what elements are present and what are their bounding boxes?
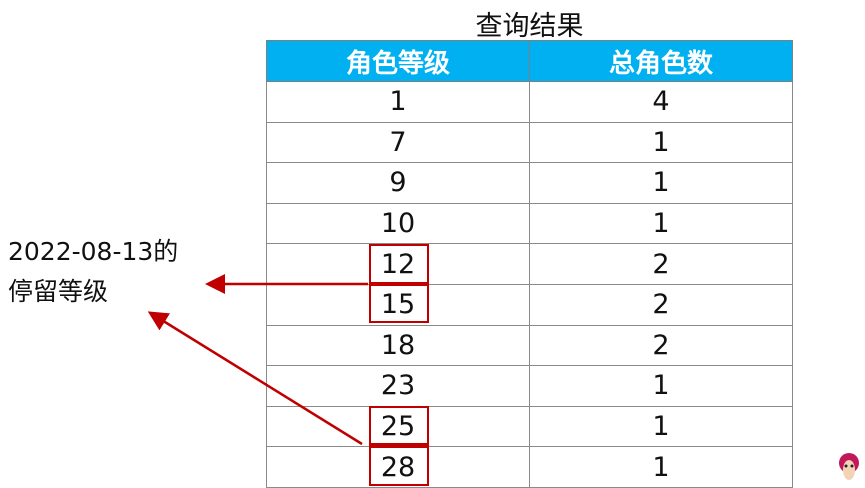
page-title: 查询结果 — [475, 11, 584, 42]
highlight-separator — [369, 282, 429, 286]
cell-count: 2 — [529, 243, 793, 285]
annotation-line-2: 停留等级 — [8, 277, 109, 306]
cell-count: 1 — [529, 162, 793, 204]
cell-count: 2 — [529, 324, 793, 367]
cell-count: 1 — [529, 121, 793, 164]
arrow-lower — [147, 311, 363, 446]
table-row: 15 2 — [266, 283, 793, 326]
highlight-separator — [369, 443, 429, 447]
cell-count: 1 — [529, 202, 793, 245]
annotation-line-1: 2022-08-13的 — [8, 237, 179, 266]
cell-level: 25 — [266, 405, 530, 448]
table-row: 23 1 — [266, 365, 793, 407]
cell-count: 2 — [529, 283, 793, 326]
header-level: 角色等级 — [266, 40, 530, 82]
result-table: 角色等级 总角色数 1 4 7 1 9 1 10 1 12 2 15 2 18 2 23 1 25 1 28 1 — [266, 40, 793, 488]
monkey-head-icon — [838, 452, 860, 486]
table-row: 25 1 — [266, 405, 793, 448]
highlight-box-28 — [369, 446, 429, 486]
cell-level: 15 — [266, 283, 530, 326]
table-row: 18 2 — [266, 324, 793, 367]
annotation-label: 2022-08-13的 停留等级 — [8, 232, 178, 312]
table-row: 12 2 — [266, 243, 793, 285]
cell-level: 7 — [266, 121, 530, 164]
cell-level: 9 — [266, 162, 530, 204]
header-count: 总角色数 — [529, 40, 793, 82]
cell-level: 23 — [266, 365, 530, 407]
table-row: 10 1 — [266, 202, 793, 245]
